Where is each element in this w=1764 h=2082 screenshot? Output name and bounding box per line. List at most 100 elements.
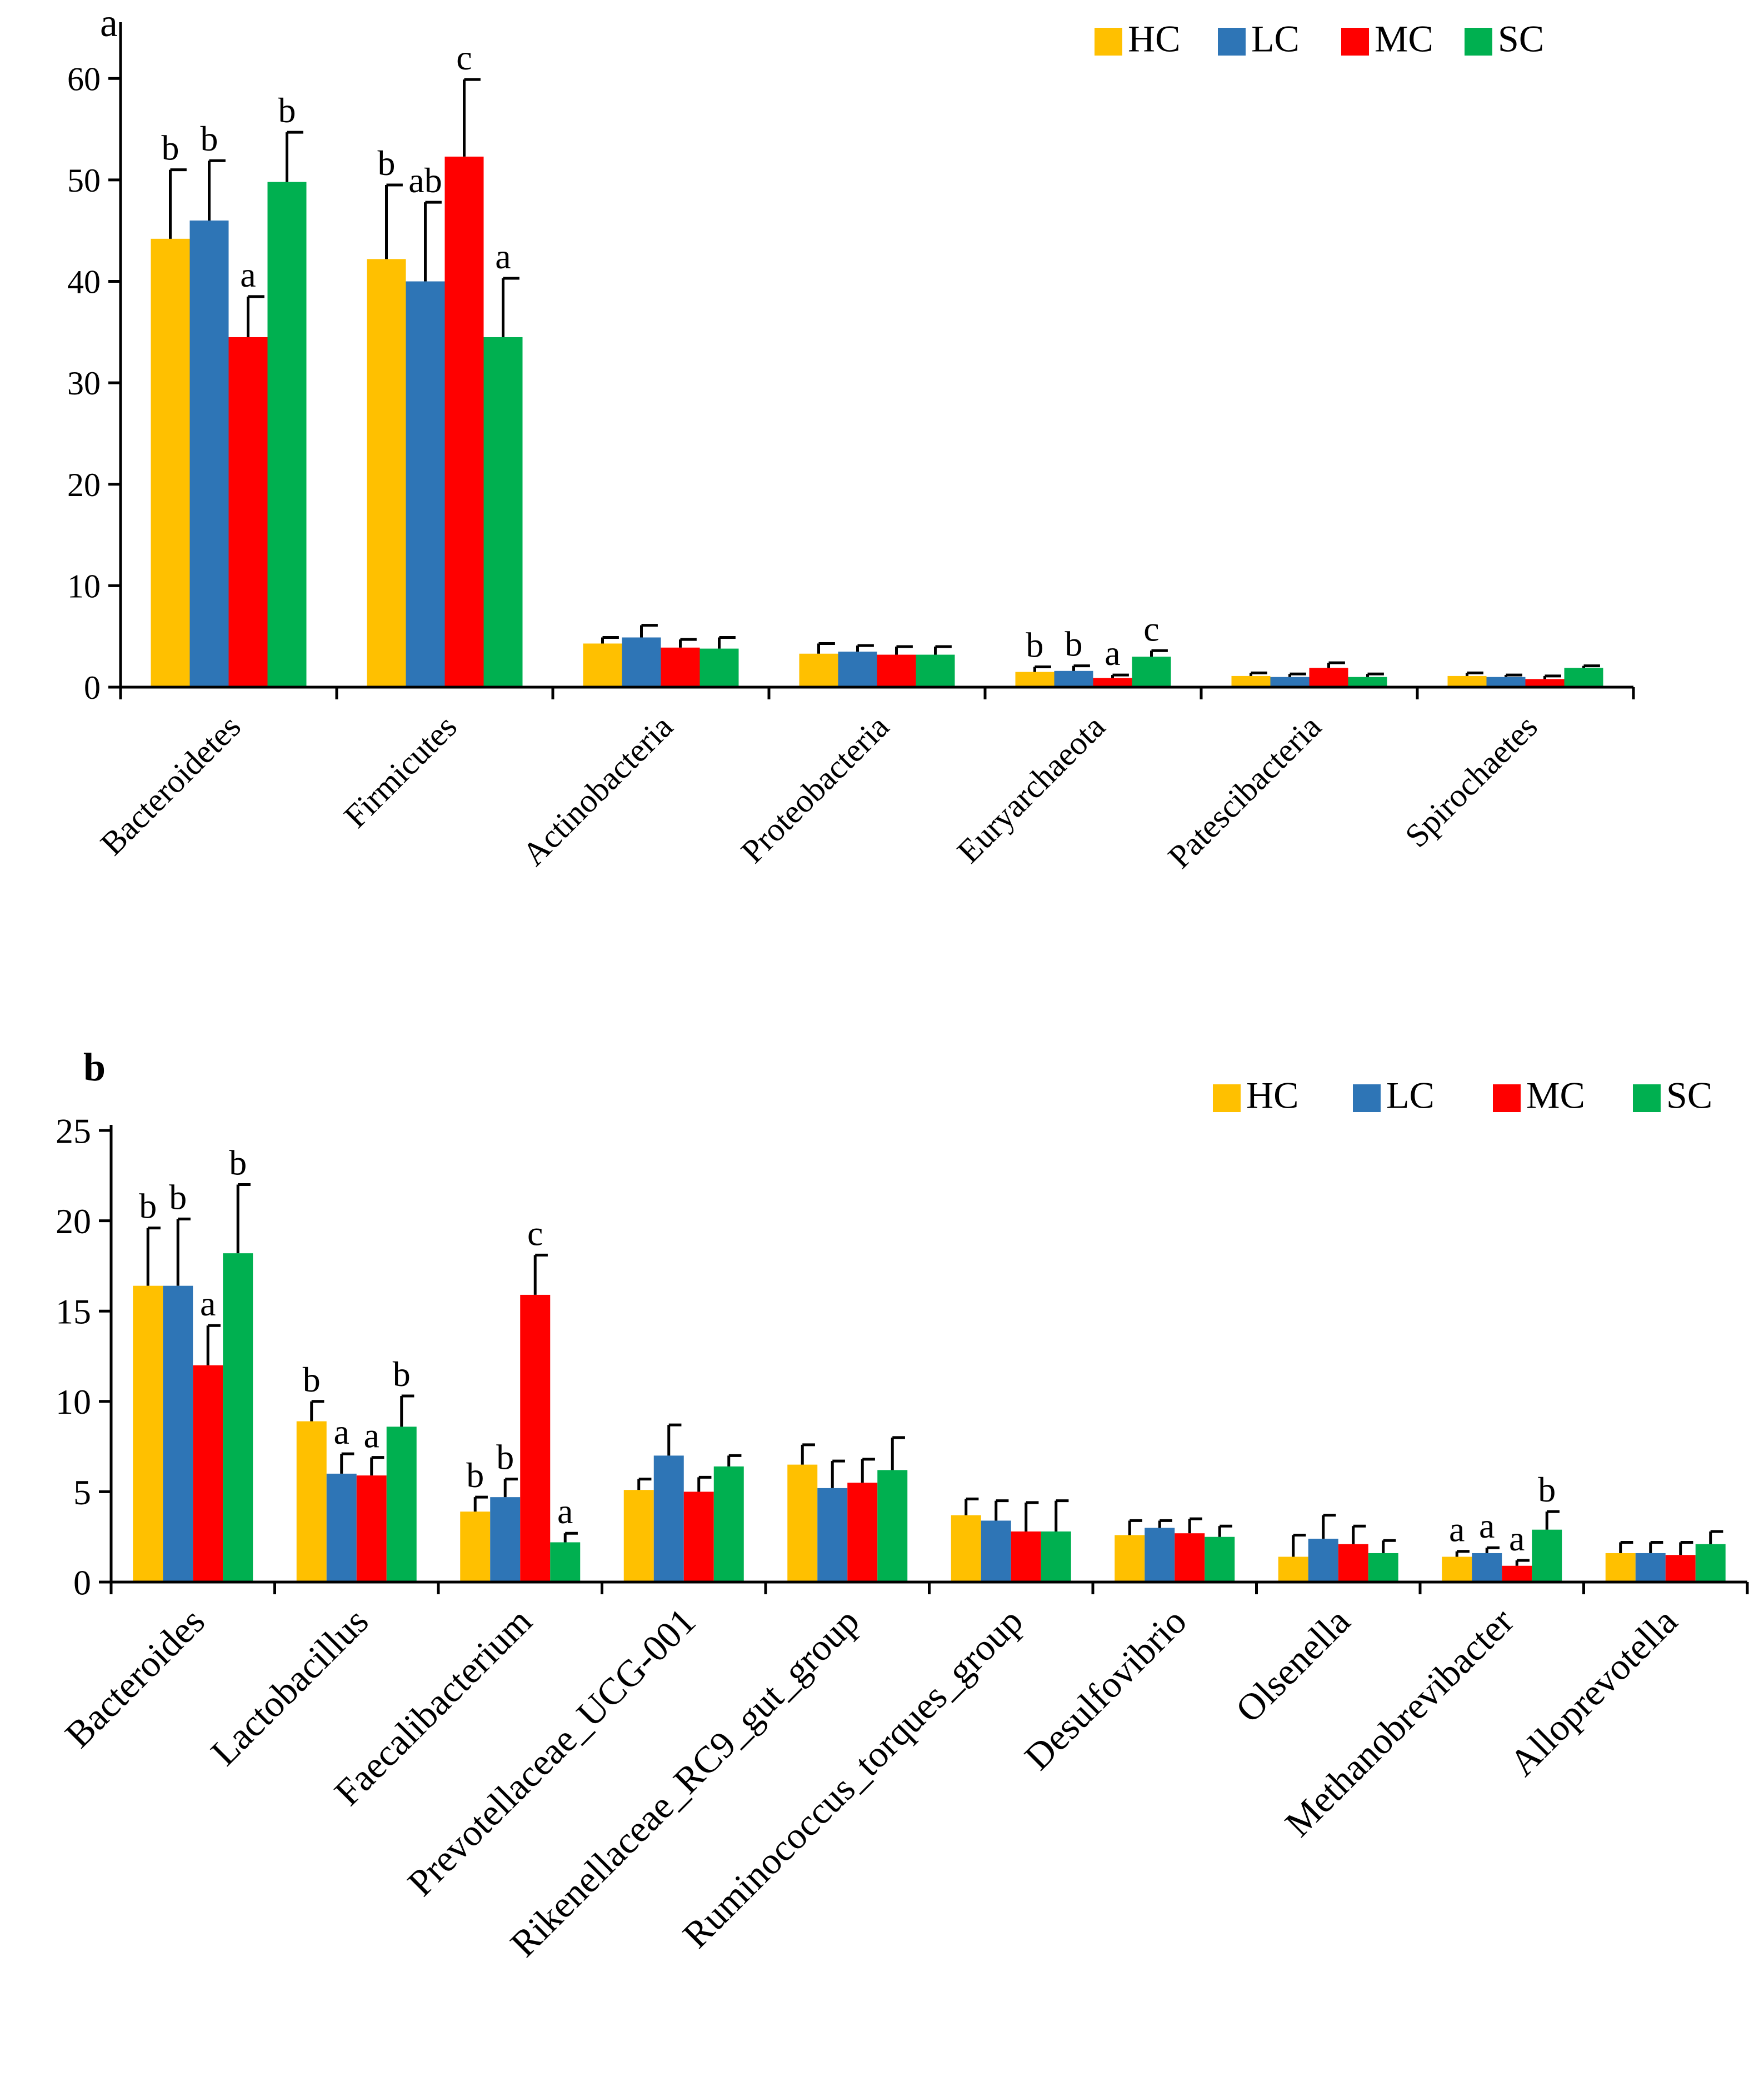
x-category-label: Bacteroidetes [93,708,248,863]
x-category-label: Lactobacillus [203,1600,377,1774]
bar-sc-7 [1368,1553,1398,1582]
y-tick-label: 5 [73,1473,91,1512]
bar-hc-3 [799,653,838,687]
legend-swatch-hc [1213,1084,1241,1112]
significance-letter: a [364,1416,379,1455]
significance-letter: b [466,1455,484,1495]
y-tick-label: 30 [67,365,101,402]
bar-sc-3 [916,654,955,687]
legend-swatch-sc [1465,28,1492,56]
bar-lc-6 [1486,677,1526,687]
significance-letter: a [495,237,511,276]
significance-letter: b [229,1143,247,1183]
x-category-label: Actinobacteria [515,708,679,873]
y-tick-label: 0 [73,1563,91,1602]
legend-label-hc: HC [1246,1074,1298,1117]
x-category-label: Rikenellaceae_RC9_gut_group [502,1600,867,1965]
significance-letter: b [1538,1470,1556,1509]
bar-mc-3 [877,654,916,687]
significance-letter: a [1449,1510,1465,1549]
bar-sc-4 [877,1470,908,1582]
significance-letter: a [1105,633,1120,673]
bar-sc-6 [1564,668,1603,687]
panel-b-chart: bbbbababaaacabbab0510152025BacteroidesLa… [56,1045,1749,1965]
bar-hc-2 [460,1512,491,1582]
bar-sc-8 [1532,1529,1562,1582]
x-category-label: Euryarchaeota [950,708,1112,870]
bar-sc-2 [699,648,739,687]
bar-hc-1 [367,259,406,688]
significance-letter: a [1479,1506,1495,1545]
legend-label-lc: LC [1386,1074,1435,1117]
legend-label-mc: MC [1526,1074,1585,1117]
bar-hc-0 [151,238,190,688]
bar-lc-6 [1145,1528,1175,1582]
bar-lc-9 [1635,1553,1666,1582]
bar-lc-4 [1054,670,1093,687]
x-category-label: Bacteroides [57,1600,213,1756]
significance-letter: a [200,1284,216,1323]
panel-label: b [83,1045,106,1089]
bar-mc-2 [661,647,700,687]
bar-sc-1 [386,1427,417,1582]
bar-mc-1 [356,1475,387,1582]
significance-letter: a [334,1412,349,1452]
x-category-label: Patescibacteria [1161,708,1328,875]
panel-label: a [100,1,118,45]
bar-lc-1 [326,1473,357,1582]
x-category-label: Ruminococcus_torques_group [674,1600,1031,1956]
bar-lc-7 [1308,1538,1338,1582]
legend-label-lc: LC [1251,18,1300,60]
bar-mc-5 [1309,668,1348,687]
bar-sc-4 [1132,657,1171,687]
x-category-label: Spirochaetes [1398,708,1544,854]
y-tick-label: 20 [56,1202,91,1241]
significance-letter: c [527,1213,543,1253]
bar-hc-1 [296,1421,327,1582]
bar-hc-5 [1231,675,1271,687]
significance-letter: b [201,119,218,158]
y-tick-label: 25 [56,1111,91,1150]
y-tick-label: 10 [67,568,101,604]
bar-mc-4 [847,1483,878,1582]
significance-letter: a [557,1492,573,1531]
bar-hc-2 [583,643,622,687]
bar-lc-5 [1270,677,1310,687]
legend-swatch-mc [1341,28,1369,56]
significance-letter: a [240,255,256,294]
y-tick-label: 50 [67,162,101,199]
x-category-label: Olsenella [1227,1600,1358,1730]
bar-hc-3 [623,1490,654,1582]
bar-mc-1 [444,156,484,688]
panel-a-chart: ab bbbabbacabac0102030405060Bacteroidetes… [67,1,1635,875]
significance-letter: ab [408,161,442,200]
bar-lc-0 [163,1285,193,1582]
bar-sc-0 [267,182,307,687]
bar-hc-7 [1278,1557,1308,1582]
bar-sc-3 [713,1466,744,1582]
bar-sc-9 [1695,1544,1726,1582]
bar-mc-7 [1338,1544,1368,1582]
y-tick-label: 15 [56,1292,91,1332]
legend-swatch-mc [1493,1084,1521,1112]
significance-letter: b [278,91,296,130]
significance-letter: b [1026,625,1044,664]
bar-mc-5 [1011,1531,1041,1582]
bar-mc-9 [1665,1555,1696,1582]
significance-letter: b [496,1438,514,1477]
significance-letter: b [139,1187,157,1226]
bar-lc-1 [406,281,445,687]
y-tick-label: 0 [84,669,101,706]
bar-lc-0 [189,220,229,687]
legend-swatch-hc [1095,28,1122,56]
bar-lc-2 [622,637,661,687]
bar-lc-5 [981,1520,1011,1582]
bar-sc-2 [550,1542,581,1582]
significance-letter: b [162,128,179,168]
x-category-label: Desulfovibrio [1016,1600,1195,1778]
bar-hc-4 [1015,672,1055,687]
bar-mc-2 [520,1294,551,1582]
bar-lc-3 [838,652,877,687]
legend-label-sc: SC [1666,1074,1712,1117]
